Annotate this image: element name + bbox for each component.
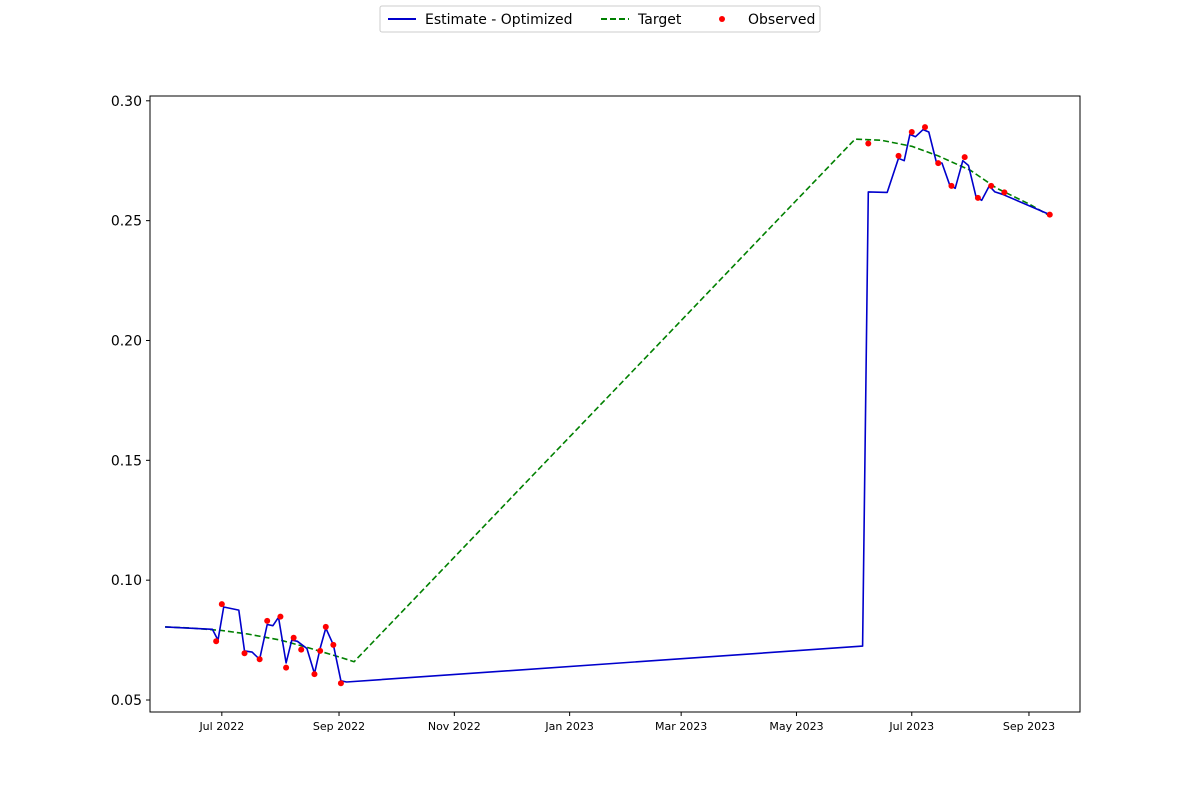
x-tick-label: Jul 2023 bbox=[888, 720, 934, 733]
observed-point bbox=[322, 623, 329, 630]
observed-point bbox=[311, 671, 318, 678]
observed-point bbox=[908, 128, 915, 135]
x-axis: Jul 2022 Sep 2022 Nov 2022 Jan 2023 Mar 2023… bbox=[198, 712, 1055, 733]
observed-point bbox=[218, 601, 225, 608]
y-tick-label: 0.20 bbox=[111, 333, 142, 349]
legend-box bbox=[379, 5, 821, 33]
y-tick-label: 0.15 bbox=[111, 453, 142, 469]
observed-point bbox=[290, 634, 297, 641]
plot-frame bbox=[149, 95, 1081, 713]
x-tick-label: Jan 2023 bbox=[544, 720, 593, 733]
x-tick-label: Sep 2023 bbox=[1003, 720, 1055, 733]
observed-point bbox=[948, 182, 955, 189]
observed-point bbox=[213, 638, 220, 645]
legend-label-observed: Observed bbox=[748, 12, 815, 28]
legend: Estimate - Optimized Target Observed bbox=[379, 5, 821, 33]
observed-point bbox=[298, 646, 305, 653]
observed-point bbox=[256, 656, 263, 663]
observed-point bbox=[961, 154, 968, 161]
observed-point bbox=[283, 664, 290, 671]
observed-point bbox=[337, 680, 344, 687]
legend-swatch-observed bbox=[719, 16, 725, 22]
x-tick-label: Mar 2023 bbox=[655, 720, 707, 733]
observed-point bbox=[1001, 189, 1008, 196]
x-tick-label: Nov 2022 bbox=[428, 720, 481, 733]
observed-point bbox=[922, 124, 928, 131]
observed-point bbox=[317, 647, 324, 654]
observed-point bbox=[1046, 211, 1053, 218]
legend-label-estimate: Estimate - Optimized bbox=[425, 12, 572, 28]
observed-point bbox=[974, 194, 981, 201]
observed-point bbox=[935, 160, 942, 167]
observed-point bbox=[330, 641, 337, 648]
x-tick-label: Sep 2022 bbox=[313, 720, 365, 733]
target-line bbox=[165, 138, 1051, 663]
observed-point bbox=[264, 617, 271, 624]
observed-point bbox=[988, 182, 995, 189]
x-tick-label: May 2023 bbox=[769, 720, 823, 733]
legend-label-target: Target bbox=[637, 12, 682, 28]
x-tick-label: Jul 2022 bbox=[198, 720, 244, 733]
observed-point bbox=[241, 650, 248, 657]
observed-point bbox=[895, 152, 902, 159]
y-tick-label: 0.30 bbox=[111, 94, 142, 110]
observed-point bbox=[277, 613, 284, 620]
plot-content bbox=[165, 124, 1053, 687]
y-tick-label: 0.10 bbox=[111, 573, 142, 589]
observed-point bbox=[865, 140, 872, 147]
y-tick-label: 0.05 bbox=[111, 693, 142, 709]
y-axis: 0.05 0.10 0.15 0.20 0.25 0.30 bbox=[111, 94, 150, 709]
y-tick-label: 0.25 bbox=[111, 214, 142, 230]
